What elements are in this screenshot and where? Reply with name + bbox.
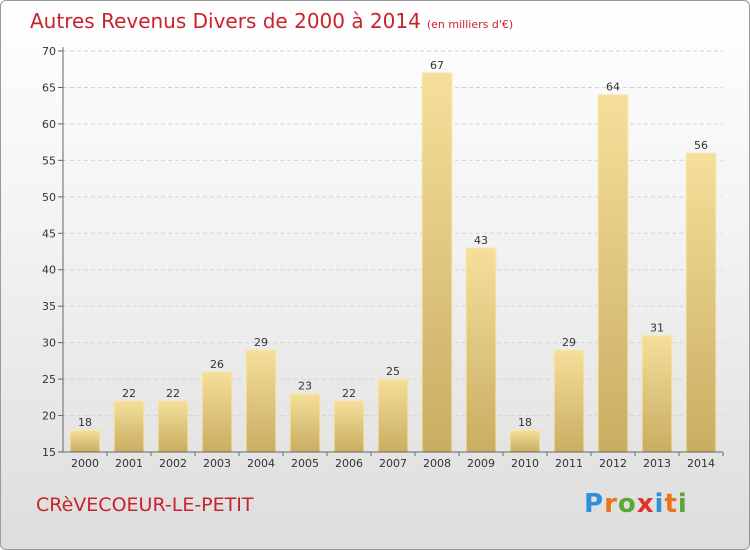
y-tick-label: 20: [42, 410, 56, 423]
data-label: 23: [298, 380, 312, 393]
data-label: 29: [562, 336, 576, 349]
x-tick-label: 2000: [71, 457, 99, 470]
bar: [509, 429, 541, 453]
bars: 18 22 22 26 29 23 22 25 67 43 18 29 64 31 56: [69, 59, 717, 453]
y-tick-label: 40: [42, 264, 56, 277]
y-tick-label: 50: [42, 191, 56, 204]
y-tick-label: 25: [42, 373, 56, 386]
logo-letter: r: [604, 489, 618, 519]
y-tick-label: 15: [42, 446, 56, 459]
data-label: 18: [78, 416, 92, 429]
data-label: 64: [606, 81, 620, 94]
y-tick-label: 60: [42, 118, 56, 131]
commune-name: CRèVECOEUR-LE-PETIT: [36, 494, 254, 516]
logo-letter: o: [617, 489, 637, 519]
x-tick-label: 2010: [511, 457, 539, 470]
data-label: 22: [342, 387, 356, 400]
x-tick-label: 2014: [687, 457, 715, 470]
axes: 15 20 25 30 35 40 45 50 55 60 65 70 2000 2001 2002 2003…: [42, 45, 724, 470]
data-label: 43: [474, 234, 488, 247]
y-tick-label: 65: [42, 81, 56, 94]
bar: [157, 400, 189, 453]
data-label: 22: [166, 387, 180, 400]
proxiti-logo: Proxiti: [584, 489, 688, 519]
logo-letter: t: [664, 489, 678, 519]
data-label: 26: [210, 358, 224, 371]
bar: [245, 349, 277, 453]
data-label: 67: [430, 59, 444, 72]
bar: [597, 94, 629, 453]
x-tick-label: 2011: [555, 457, 583, 470]
data-label: 25: [386, 365, 400, 378]
x-tick-label: 2009: [467, 457, 495, 470]
data-label: 22: [122, 387, 136, 400]
logo-letter: P: [584, 489, 605, 519]
logo-letter: i: [677, 489, 688, 519]
x-tick-label: 2004: [247, 457, 275, 470]
bar: [333, 400, 365, 453]
x-tick-label: 2006: [335, 457, 363, 470]
bar: [69, 429, 101, 453]
y-tick-label: 45: [42, 227, 56, 240]
x-tick-label: 2008: [423, 457, 451, 470]
bar: [685, 152, 717, 453]
data-label: 56: [694, 139, 708, 152]
logo-letter: x: [636, 489, 655, 519]
y-tick-label: 35: [42, 300, 56, 313]
logo-letter: i: [654, 489, 665, 519]
y-tick-label: 30: [42, 337, 56, 350]
bar: [465, 247, 497, 453]
x-tick-label: 2005: [291, 457, 319, 470]
x-tick-label: 2013: [643, 457, 671, 470]
data-label: 31: [650, 321, 664, 334]
bar: [201, 371, 233, 453]
y-tick-label: 55: [42, 154, 56, 167]
bar: [421, 72, 453, 453]
bar: [377, 378, 409, 453]
x-tick-label: 2007: [379, 457, 407, 470]
bar: [641, 334, 673, 453]
title-unit: (en milliers d'€): [426, 18, 514, 31]
x-tick-label: 2012: [599, 457, 627, 470]
title-main: Autres Revenus Divers de 2000 à 2014: [30, 9, 421, 33]
bar: [289, 393, 321, 453]
y-tick-label: 70: [42, 45, 56, 58]
data-label: 18: [518, 416, 532, 429]
bar: [113, 400, 145, 453]
x-tick-label: 2001: [115, 457, 143, 470]
bar: [553, 349, 585, 453]
x-tick-label: 2002: [159, 457, 187, 470]
chart-title: Autres Revenus Divers de 2000 à 2014 (en …: [30, 9, 513, 33]
x-tick-label: 2003: [203, 457, 231, 470]
data-label: 29: [254, 336, 268, 349]
